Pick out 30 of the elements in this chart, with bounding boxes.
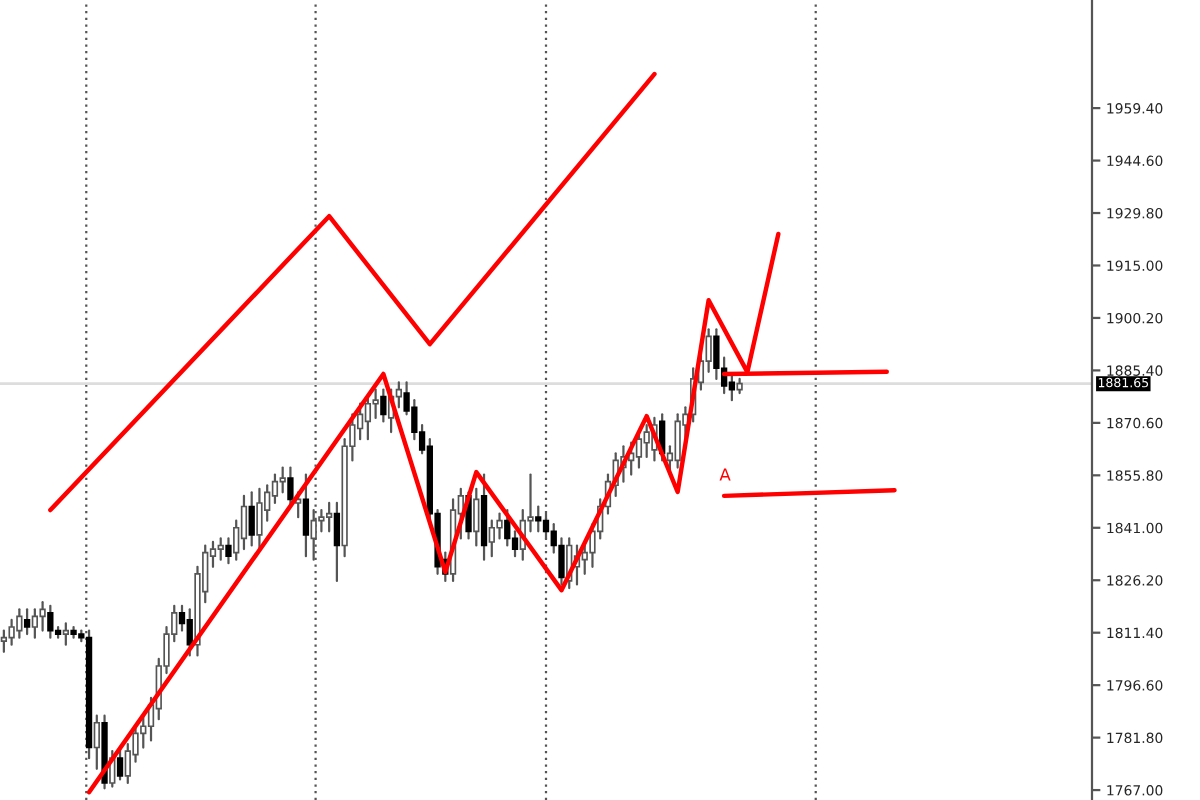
- candlestick: [356, 402, 364, 441]
- candlestick: [473, 487, 480, 547]
- candlestick: [23, 608, 31, 636]
- candlestick: [0, 629, 8, 653]
- candlestick: [47, 604, 54, 639]
- candlestick: [256, 487, 263, 551]
- candlestick: [302, 473, 310, 558]
- candlestick: [325, 501, 333, 533]
- candlestick: [240, 494, 248, 551]
- candlestick: [728, 374, 736, 402]
- candlestick: [279, 466, 286, 494]
- candlestick: [93, 714, 100, 770]
- candlestick: [62, 622, 69, 646]
- candlestick: [217, 537, 224, 561]
- candlestick: [535, 505, 542, 533]
- candlestick: [364, 395, 372, 441]
- candlestick: [380, 388, 387, 423]
- candlestick: [504, 508, 511, 547]
- candlestick: [488, 519, 495, 558]
- candlestick: [643, 423, 650, 458]
- candlestick: [31, 608, 39, 639]
- candlestick: [248, 491, 255, 547]
- annotation: A: [719, 468, 731, 481]
- line-series: [48, 71, 657, 513]
- candlestick: [674, 413, 681, 469]
- candlestick: [635, 430, 643, 469]
- candlestick: [116, 746, 124, 781]
- candlestick: [271, 473, 279, 505]
- candlestick: [16, 608, 23, 639]
- candlestick: [39, 601, 46, 632]
